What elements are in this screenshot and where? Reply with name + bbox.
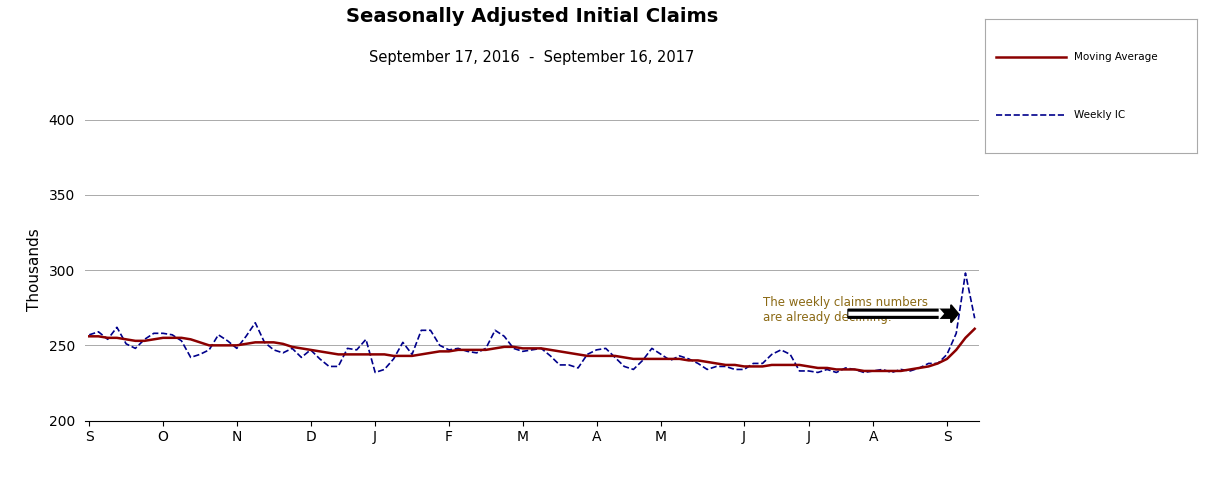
Weekly IC [82,332,97,337]
Moving Average [313,348,328,354]
Y-axis label: Thousands: Thousands [27,228,42,312]
Text: Moving Average: Moving Average [1074,52,1158,62]
Moving Average [146,337,161,342]
Weekly IC [534,346,549,351]
FancyArrowPatch shape [849,307,944,320]
Weekly IC [313,356,328,362]
Weekly IC [774,347,788,353]
Line: Moving Average: Moving Average [89,329,974,371]
Weekly IC [598,346,613,351]
Weekly IC [368,369,382,375]
Text: The weekly claims numbers
are already declining.: The weekly claims numbers are already de… [763,296,927,324]
Text: Weekly IC: Weekly IC [1074,110,1126,120]
Moving Average [110,335,125,341]
Weekly IC [110,325,125,330]
Moving Average [967,326,982,332]
Weekly IC [146,330,161,336]
Moving Average [857,368,872,374]
Text: September 17, 2016  -  September 16, 2017: September 17, 2016 - September 16, 2017 [369,50,695,65]
Line: Weekly IC: Weekly IC [89,273,974,372]
Weekly IC [959,270,973,276]
Moving Average [525,346,539,351]
Moving Average [82,334,97,339]
Moving Average [764,362,779,368]
Weekly IC [967,315,982,321]
FancyArrowPatch shape [849,305,958,322]
Moving Average [589,353,603,359]
Text: Seasonally Adjusted Initial Claims: Seasonally Adjusted Initial Claims [346,7,718,26]
